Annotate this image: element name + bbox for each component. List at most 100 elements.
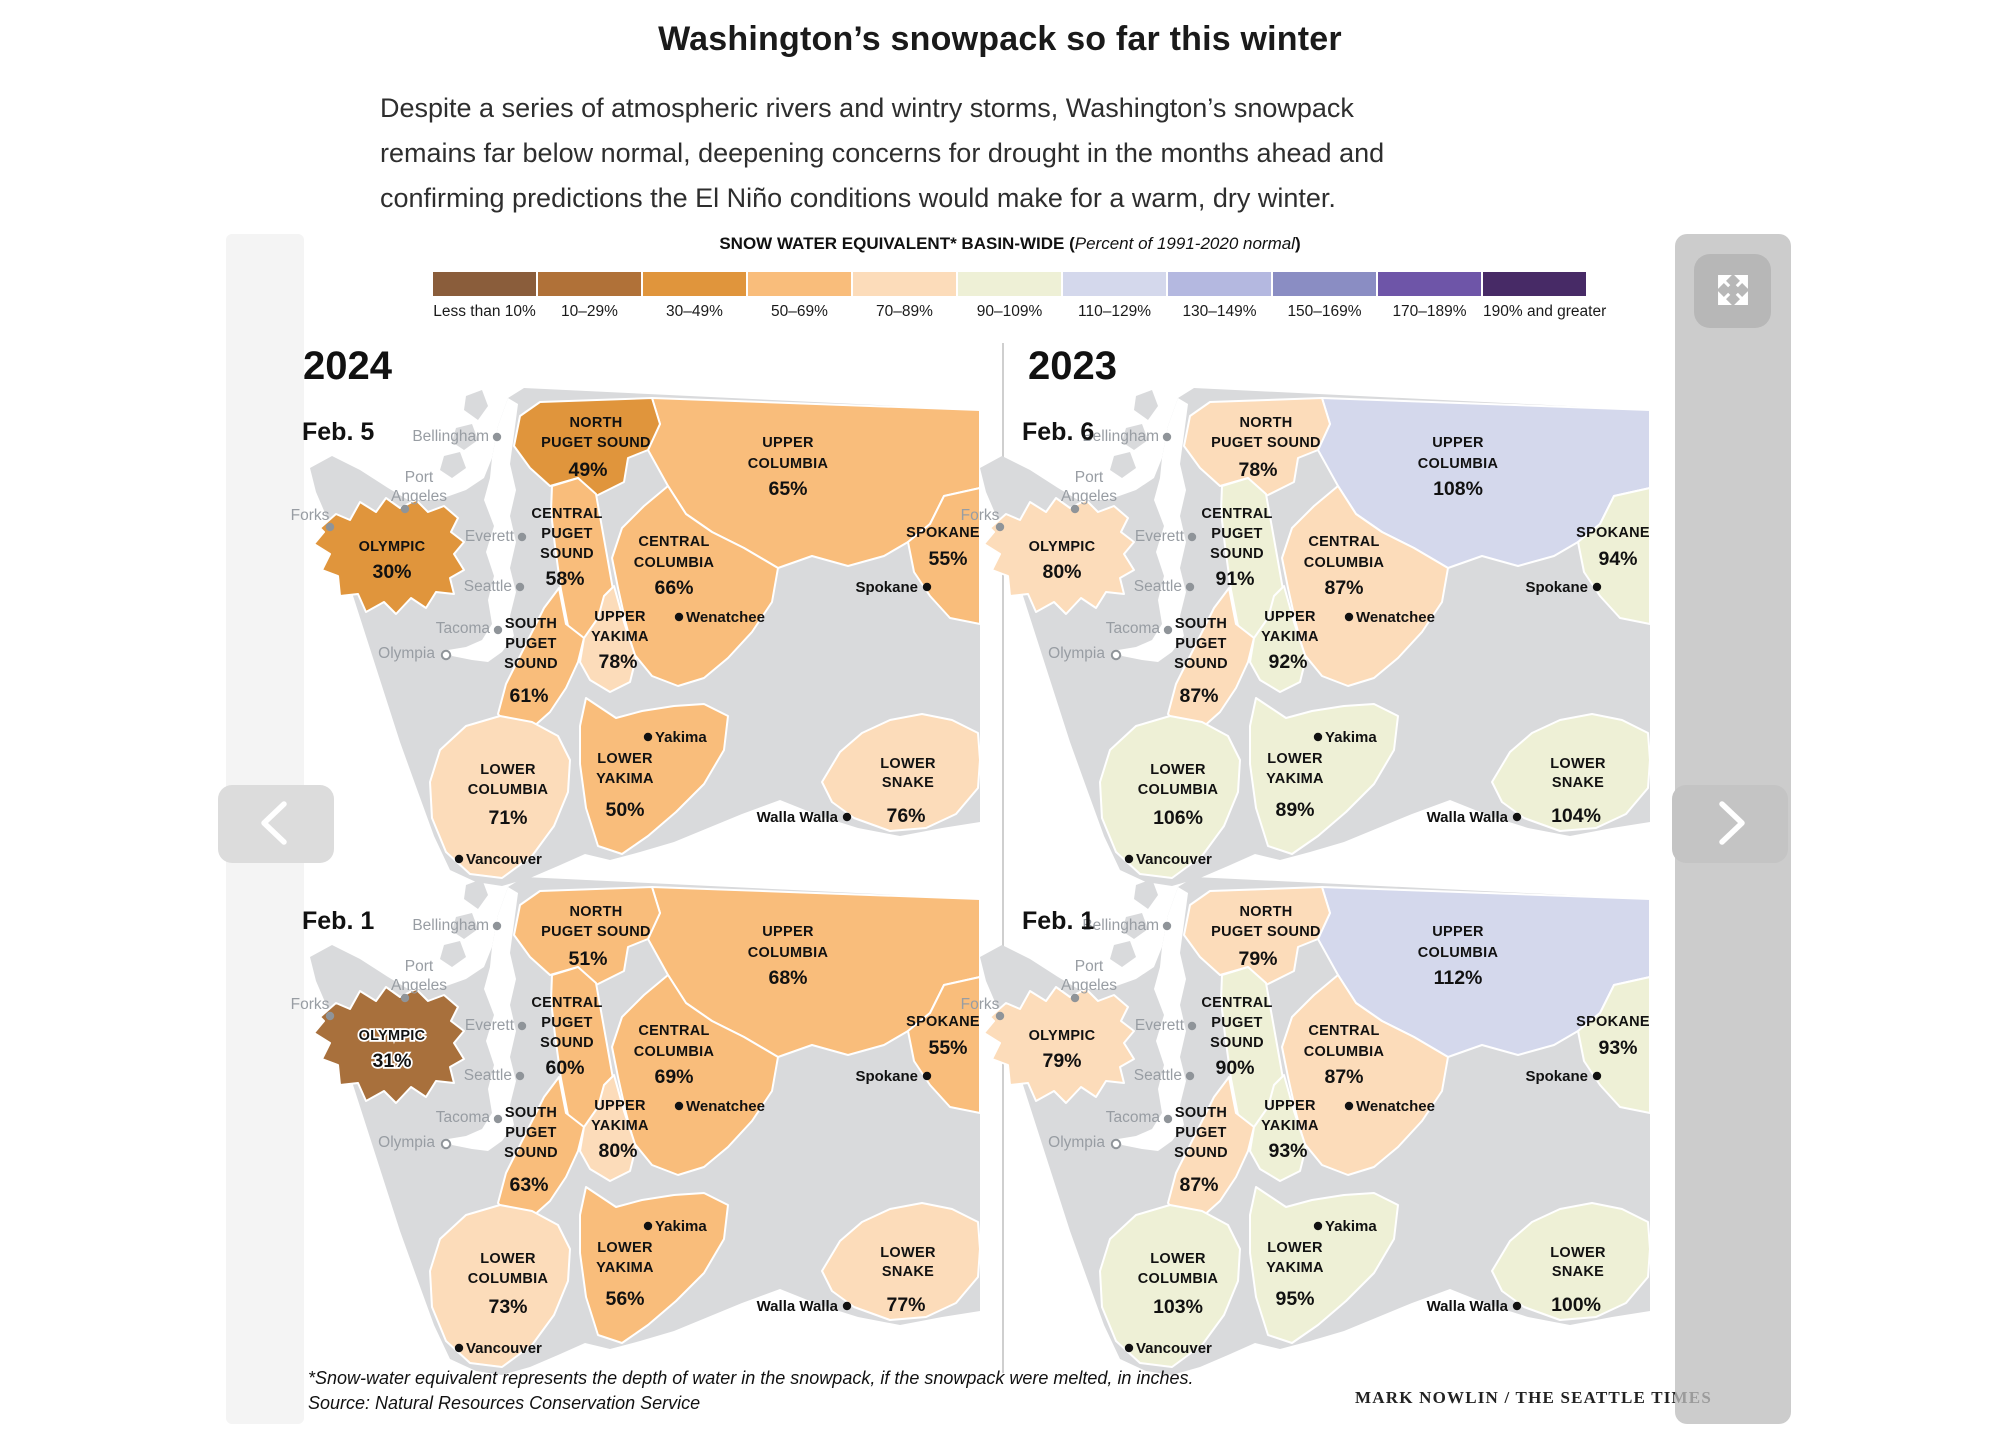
basin-olympic-value: 79%: [1042, 1050, 1081, 1072]
city-dot-walla_walla: [842, 812, 852, 822]
chevron-left-icon: [246, 792, 306, 857]
expand-icon: [1710, 267, 1756, 316]
puget-sound-water: [1118, 398, 1188, 662]
city-dot-everett: [517, 532, 527, 542]
basin-lc-region: [1099, 715, 1241, 879]
city-dot-walla_walla: [1512, 812, 1522, 822]
basin-spokane-value: 55%: [928, 1037, 967, 1059]
legend-bucket-3: 50–69%: [748, 272, 851, 321]
basin-sps-value: 61%: [509, 685, 548, 707]
city-dot-forks: [325, 1011, 335, 1021]
legend-swatch: [538, 272, 641, 296]
carousel-next-button[interactable]: [1672, 785, 1788, 863]
basin-lc-label: COLUMBIA: [468, 1271, 549, 1287]
map-panel-2023-feb6: Feb. 6 Bellingham Port Angeles Forks Everett…: [950, 330, 1670, 890]
legend-title: SNOW WATER EQUIVALENT* BASIN-WIDE (Perce…: [0, 234, 2000, 254]
basin-uy-region: [579, 1074, 637, 1182]
basin-nps-value: 78%: [1238, 459, 1277, 481]
city-dot-bellingham: [492, 432, 502, 442]
city-dot-vancouver: [454, 854, 464, 864]
basin-ly-value: 89%: [1275, 799, 1314, 821]
city-dot-bellingham: [1162, 921, 1172, 931]
legend-bucket-label: 170–189%: [1392, 303, 1467, 320]
city-label-olympia: Olympia: [1048, 1134, 1105, 1151]
city-label-vancouver: Vancouver: [1136, 851, 1212, 868]
basin-lc-value: 103%: [1153, 1296, 1203, 1318]
island: [464, 390, 488, 420]
island: [440, 452, 466, 478]
basin-sps-label: SOUTH: [1175, 616, 1227, 632]
basin-cc-value: 87%: [1324, 1066, 1363, 1088]
legend-swatch: [1378, 272, 1481, 296]
basin-uy-value: 78%: [598, 651, 637, 673]
basin-olympic-value: 31%: [372, 1050, 411, 1072]
basin-ls-region: [821, 713, 981, 832]
basin-ly-label: YAKIMA: [1266, 1260, 1324, 1276]
basin-uy-label: UPPER: [594, 1098, 646, 1114]
island: [464, 879, 488, 909]
carousel-previous-button[interactable]: [218, 785, 334, 863]
basin-sps-label: PUGET: [1175, 636, 1226, 652]
city-dot-spokane_city: [922, 582, 932, 592]
city-dot-everett: [517, 1021, 527, 1031]
city-label-spokane_city: Spokane: [855, 1068, 918, 1085]
basin-ls-label: LOWER: [880, 1245, 936, 1261]
basin-spokane-label: SPOKANE: [1576, 1014, 1650, 1030]
basin-cc-label: CENTRAL: [638, 534, 709, 550]
basin-nps-label: NORTH: [569, 904, 622, 920]
city-dot-wenatchee: [674, 612, 684, 622]
basin-cc-label: COLUMBIA: [1304, 555, 1385, 571]
map-date-label: Feb. 1: [302, 907, 375, 935]
city-label-seattle: Seattle: [1134, 1067, 1182, 1084]
basin-spokane-value: 94%: [1598, 548, 1637, 570]
expand-fullscreen-button[interactable]: [1694, 254, 1771, 328]
city-dot-port_angeles_2: [1070, 504, 1080, 514]
basin-lc-label: COLUMBIA: [1138, 1271, 1219, 1287]
basin-nps-value: 51%: [568, 948, 607, 970]
basin-sps-label: SOUND: [1174, 656, 1228, 672]
legend-bucket-label: 110–129%: [1078, 303, 1151, 320]
basin-uc-value: 112%: [1434, 967, 1483, 989]
map-panel-2023-feb1: Feb. 1 Bellingham Port Angeles Forks Everett…: [950, 819, 1670, 1379]
city-dot-tacoma: [1163, 1114, 1173, 1124]
city-label-everett: Everett: [465, 1017, 515, 1034]
legend-bucket-10: 190% and greater: [1483, 272, 1606, 321]
legend-bucket-label: 130–149%: [1182, 303, 1257, 320]
subtitle-line: remains far below normal, deepening conc…: [380, 138, 1385, 168]
basin-cps-label: PUGET: [541, 1015, 592, 1031]
city-dot-olympia: [1110, 649, 1122, 661]
city-dot-tacoma: [1163, 625, 1173, 635]
city-label-vancouver: Vancouver: [466, 1340, 542, 1357]
basin-ls-label: LOWER: [1550, 1245, 1606, 1261]
washington-map-2023-feb1: Bellingham Port Angeles Forks Everett Seattle…: [961, 877, 1651, 1375]
island: [1122, 424, 1148, 450]
map-date-label: Feb. 1: [1022, 907, 1095, 935]
legend-swatch: [958, 272, 1061, 296]
city-dot-olympia: [440, 1138, 452, 1150]
byline-credit: MARK NOWLIN / THE SEATTLE TIMES: [1355, 1388, 1712, 1407]
basin-cc-region: [1281, 485, 1449, 687]
basin-sps-value: 63%: [509, 1174, 548, 1196]
column-header-2024: 2024: [303, 344, 392, 388]
city-label-spokane_city: Spokane: [1525, 1068, 1588, 1085]
basin-cps-label: PUGET: [541, 526, 592, 542]
basin-ls-region: [821, 1202, 981, 1321]
basin-nps-label: PUGET SOUND: [1211, 924, 1321, 940]
basin-uc-label: COLUMBIA: [748, 945, 829, 961]
city-label-seattle: Seattle: [1134, 578, 1182, 595]
basin-lc-label: COLUMBIA: [468, 782, 549, 798]
basin-nps-region: [1183, 397, 1331, 497]
city-label-forks: Forks: [961, 996, 1000, 1013]
city-label-yakima: Yakima: [655, 729, 707, 746]
basin-cps-label: SOUND: [540, 546, 594, 562]
basin-nps-label: NORTH: [569, 415, 622, 431]
basin-uc-value: 68%: [768, 967, 807, 989]
island: [1134, 879, 1158, 909]
city-dot-vancouver: [1124, 854, 1134, 864]
legend-bucket-1: 10–29%: [538, 272, 641, 321]
basin-uy-label: UPPER: [1264, 609, 1316, 625]
city-dot-forks: [995, 522, 1005, 532]
basin-nps-region: [513, 397, 661, 497]
island: [1110, 941, 1136, 967]
city-dot-tacoma: [493, 625, 503, 635]
